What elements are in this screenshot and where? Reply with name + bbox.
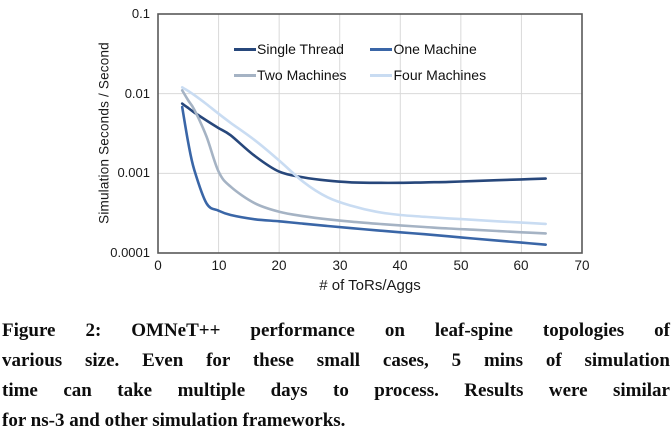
x-tick-label-40: 40 — [392, 258, 408, 273]
y-tick-label-0.1: 0.1 — [131, 6, 150, 21]
single-thread-line-swatch — [234, 47, 256, 51]
series-line-four-machines — [180, 86, 547, 226]
x-tick-label-70: 70 — [574, 258, 590, 273]
caption-line-2: various size. Even for these small cases… — [2, 350, 670, 371]
legend-item-single-thread: Single Thread — [234, 41, 346, 57]
plot-canvas — [157, 13, 583, 254]
caption-line-4: for ns-3 and other simulation frameworks… — [2, 410, 346, 431]
two-machines-line-swatch — [234, 73, 256, 77]
performance-chart: Simulation Seconds / Second 0.1 0.01 0.0… — [96, 6, 590, 294]
legend-label-one-machine: One Machine — [393, 41, 477, 57]
x-tick-label-10: 10 — [211, 258, 227, 273]
one-machine-line-swatch — [370, 47, 393, 51]
x-tick-label-60: 60 — [513, 258, 529, 273]
legend-label-single-thread: Single Thread — [257, 41, 344, 57]
caption-line-3: time can take multiple days to process. … — [2, 380, 670, 401]
series-line-one-machine — [180, 105, 547, 246]
chart-legend: Single Thread One Machine Two Machines F… — [234, 41, 486, 83]
y-axis-label: Simulation Seconds / Second — [96, 42, 112, 224]
x-tick-label-30: 30 — [332, 258, 348, 273]
x-tick-label-50: 50 — [453, 258, 469, 273]
legend-label-two-machines: Two Machines — [257, 67, 347, 83]
series-line-single-thread — [180, 102, 547, 185]
x-axis-label: # of ToRs/Aggs — [319, 277, 421, 294]
plot-border — [157, 13, 583, 254]
y-tick-label-0.0001: 0.0001 — [110, 245, 150, 260]
four-machines-line-swatch — [370, 73, 393, 77]
y-tick-label-0.001: 0.001 — [117, 165, 150, 180]
legend-item-two-machines: Two Machines — [234, 67, 346, 83]
legend-label-four-machines: Four Machines — [393, 67, 487, 83]
y-tick-label-0.01: 0.01 — [124, 86, 150, 101]
figure-caption: Figure 2: OMNeT++ performance on leaf-sp… — [2, 316, 670, 436]
x-tick-label-0: 0 — [154, 258, 162, 273]
caption-line-1: Figure 2: OMNeT++ performance on leaf-sp… — [2, 320, 670, 341]
legend-item-four-machines: Four Machines — [370, 67, 486, 83]
x-tick-label-20: 20 — [271, 258, 287, 273]
series-line-two-machines — [180, 89, 547, 235]
legend-item-one-machine: One Machine — [370, 41, 486, 57]
